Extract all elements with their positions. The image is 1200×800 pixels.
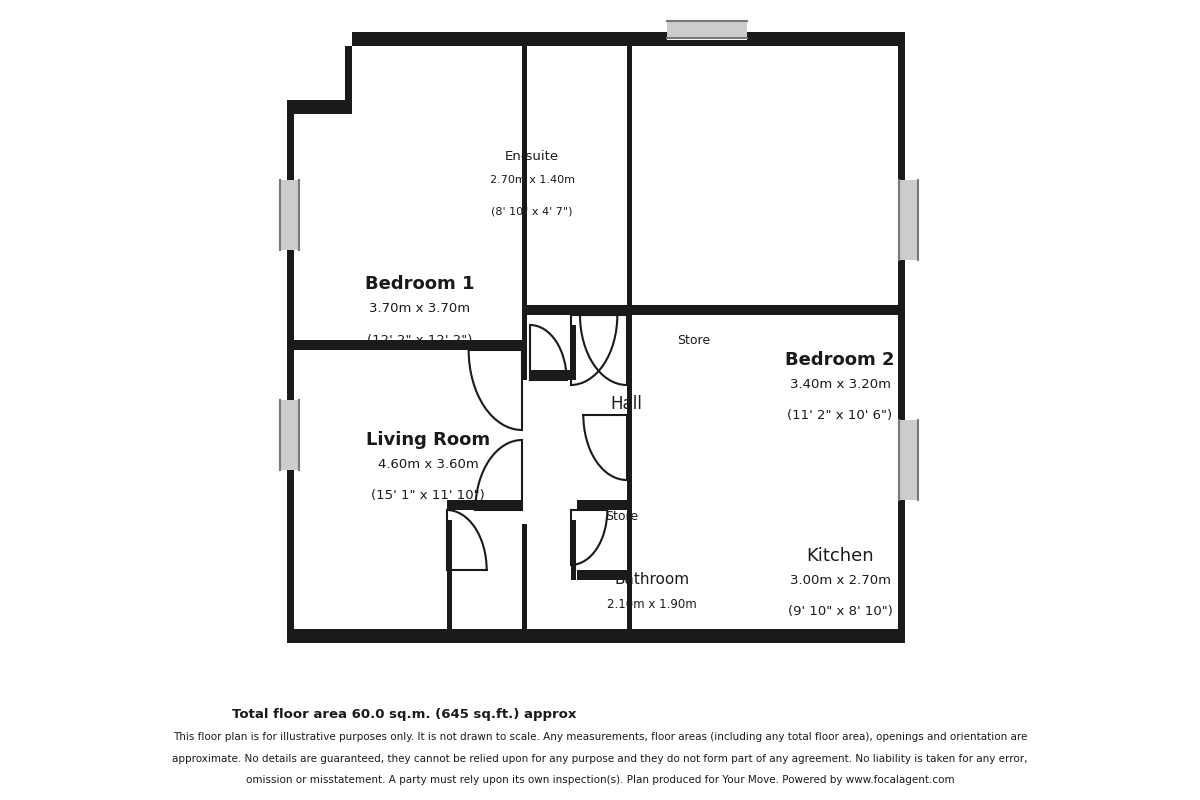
Text: Bathroom: Bathroom	[614, 573, 690, 587]
Bar	[626, 46, 632, 315]
Text: (11' 2" x 10' 6"): (11' 2" x 10' 6")	[787, 410, 893, 422]
Bar	[287, 629, 905, 643]
Text: approximate. No details are guaranteed, they cannot be relied upon for any purpo: approximate. No details are guaranteed, …	[173, 754, 1027, 763]
Bar	[522, 46, 527, 315]
Bar	[898, 420, 922, 500]
Bar	[522, 305, 905, 315]
Bar	[278, 180, 302, 250]
Text: Total floor area 60.0 sq.m. (645 sq.ft.) approx: Total floor area 60.0 sq.m. (645 sq.ft.)…	[232, 708, 576, 721]
Text: Store: Store	[677, 334, 710, 346]
Bar	[522, 524, 527, 643]
Bar	[446, 500, 522, 510]
Text: En-suite: En-suite	[505, 150, 559, 162]
Text: This floor plan is for illustrative purposes only. It is not drawn to scale. Any: This floor plan is for illustrative purp…	[173, 732, 1027, 742]
Text: (9' 10" x 8' 10"): (9' 10" x 8' 10")	[787, 606, 893, 618]
Bar	[278, 400, 302, 470]
Bar	[522, 315, 527, 380]
Text: 4.60m x 3.60m: 4.60m x 3.60m	[378, 458, 479, 470]
Bar	[571, 325, 576, 380]
Text: Store: Store	[605, 510, 638, 522]
Bar	[287, 350, 294, 643]
Bar	[529, 370, 571, 380]
Bar	[898, 180, 922, 260]
Text: 2.70m x 1.40m: 2.70m x 1.40m	[490, 175, 575, 185]
Bar	[667, 18, 746, 40]
Bar	[571, 520, 576, 580]
Text: omission or misstatement. A party must rely upon its own inspection(s). Plan pro: omission or misstatement. A party must r…	[246, 775, 954, 786]
Bar	[899, 420, 919, 500]
Text: Living Room: Living Room	[366, 431, 490, 449]
Text: 3.40m x 3.20m: 3.40m x 3.20m	[790, 378, 890, 390]
Bar	[287, 100, 294, 350]
Text: Hall: Hall	[611, 395, 642, 413]
Bar	[287, 100, 352, 114]
Bar	[281, 400, 300, 470]
Bar	[281, 180, 300, 250]
Text: 3.00m x 2.70m: 3.00m x 2.70m	[790, 574, 890, 586]
Bar	[667, 21, 746, 38]
Text: (8' 10" x 4' 7"): (8' 10" x 4' 7")	[491, 207, 572, 217]
Text: 3.70m x 3.70m: 3.70m x 3.70m	[370, 302, 470, 314]
Text: Bedroom 2: Bedroom 2	[785, 351, 895, 369]
Bar	[287, 340, 522, 350]
Bar	[344, 46, 352, 100]
Text: (12' 2" x 12' 2"): (12' 2" x 12' 2")	[367, 334, 473, 346]
Bar	[899, 180, 919, 260]
Text: (15' 1" x 11' 10"): (15' 1" x 11' 10")	[371, 490, 485, 502]
Text: Kitchen: Kitchen	[806, 547, 874, 565]
Text: (6' 11" x 6' 3"): (6' 11" x 6' 3")	[610, 630, 695, 642]
Bar	[577, 570, 626, 580]
Bar	[577, 500, 626, 510]
Bar	[898, 46, 905, 643]
Text: Bedroom 1: Bedroom 1	[365, 275, 475, 293]
Bar	[287, 32, 905, 643]
Bar	[352, 32, 905, 46]
Bar	[626, 315, 632, 643]
Bar	[446, 520, 452, 643]
Text: 2.10m x 1.90m: 2.10m x 1.90m	[607, 598, 697, 610]
